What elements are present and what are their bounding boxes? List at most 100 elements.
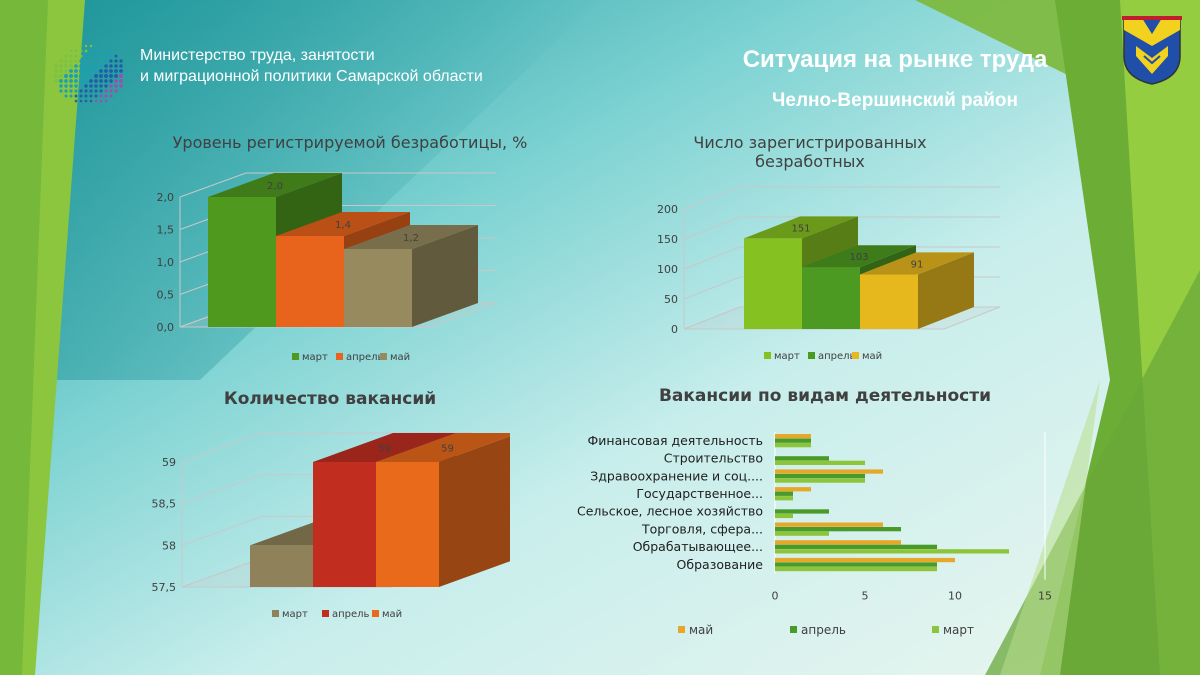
logo-dot (89, 49, 93, 53)
bar-top (860, 252, 974, 275)
logo-dot (64, 74, 68, 78)
logo-dot (99, 84, 103, 88)
logo-dot (74, 79, 78, 83)
bar (775, 496, 793, 501)
category-label: Сельское, лесное хозяйство (577, 504, 763, 519)
grid-line-diag (683, 276, 741, 300)
logo-dot (59, 74, 63, 78)
logo-dot (79, 59, 83, 63)
logo-dot (84, 69, 88, 73)
bar-top (376, 433, 510, 462)
logo-dot (94, 69, 98, 73)
bar (775, 531, 829, 536)
ministry-line-2: и миграционной политики Самарской област… (140, 68, 483, 85)
logo-dot (114, 79, 118, 83)
logo-dot (64, 54, 68, 58)
logo-dot (74, 54, 78, 58)
logo-dot (109, 64, 113, 68)
logo-dot (79, 74, 83, 78)
logo-dot (79, 44, 83, 48)
logo-dot (59, 64, 63, 68)
logo-dot (109, 59, 113, 63)
logo-dot (99, 49, 103, 53)
y-tick-label: 50 (664, 293, 678, 306)
logo-dot (79, 94, 83, 98)
bar-side (918, 252, 974, 329)
logo-dot (79, 49, 83, 53)
chart-2-title: Число зарегистрированных безработных (680, 133, 940, 171)
logo-dot (109, 54, 113, 58)
logo-dot (114, 69, 118, 73)
logo-dot (74, 59, 78, 63)
bar-top (313, 433, 456, 462)
bar (276, 236, 344, 327)
legend-swatch (336, 353, 343, 360)
legend-label: апрель (346, 352, 384, 363)
logo-dot (69, 79, 73, 83)
bar (775, 460, 865, 465)
legend-swatch (852, 352, 859, 359)
logo-dot (99, 54, 103, 58)
logo-dot (64, 84, 68, 88)
legend-label: апрель (332, 609, 370, 620)
logo-dot (114, 74, 118, 78)
logo-dot (104, 74, 108, 78)
logo-dot (64, 69, 68, 73)
grid-line-diag (683, 186, 741, 210)
logo-dot (74, 99, 78, 103)
logo-dot (119, 64, 123, 68)
legend-swatch (764, 352, 771, 359)
bar-top (802, 245, 916, 268)
logo-dot (89, 59, 93, 63)
grid-line-diag (181, 432, 263, 463)
logo-dot (89, 89, 93, 93)
chart-3-title: Количество вакансий (223, 389, 437, 409)
unemployment-rate-chart: 0,0 0,5 1,0 1,5 2,0 2,0 1,4 1,2 март апрель май (157, 172, 497, 363)
x-tick-label: 10 (948, 590, 962, 603)
logo-dot (104, 69, 108, 73)
bar-top (276, 212, 410, 236)
data-label: 59 (441, 444, 454, 455)
bar (775, 478, 865, 483)
category-label: Обрабатывающее... (633, 539, 763, 554)
bar (744, 238, 802, 329)
logo-dot (109, 89, 113, 93)
logo-dot (79, 54, 83, 58)
chart-2-title-line-1: Число зарегистрированных (693, 133, 927, 152)
bar (208, 197, 276, 327)
bar (376, 462, 439, 587)
vacancies-by-activity-chart: 0 5 10 15 Финансовая деятельность Строительст… (577, 432, 1052, 637)
logo-dot (104, 79, 108, 83)
logo-dot (79, 99, 83, 103)
data-label: 103 (849, 252, 868, 263)
x-tick-label: 15 (1038, 590, 1052, 603)
grid-line-diag (181, 474, 263, 505)
logo-dot (74, 69, 78, 73)
y-tick-label: 0,5 (157, 289, 175, 302)
logo-dot (109, 69, 113, 73)
bar (775, 473, 865, 479)
logo-dot (64, 59, 68, 63)
y-tick-label: 0 (671, 323, 678, 336)
data-label: 59 (378, 444, 391, 455)
logo-dot (119, 79, 123, 83)
bar (775, 438, 811, 443)
bar (775, 557, 955, 563)
legend-label: май (862, 351, 882, 362)
logo-dot (74, 74, 78, 78)
logo-dot (69, 49, 73, 53)
chart-1-title: Уровень регистрируемой безработицы, % (172, 133, 528, 152)
bar (775, 562, 937, 567)
legend-swatch (678, 626, 685, 633)
y-tick-label: 1,0 (157, 256, 175, 269)
x-tick-label: 5 (862, 590, 869, 603)
logo-dot (119, 84, 123, 88)
logo-dot (109, 84, 113, 88)
logo-dot (109, 79, 113, 83)
bar (775, 509, 829, 514)
legend-label: апрель (818, 351, 856, 362)
logo-dot (69, 74, 73, 78)
logo-dot (64, 79, 68, 83)
logo-dot (89, 44, 93, 48)
logo-dot (94, 79, 98, 83)
